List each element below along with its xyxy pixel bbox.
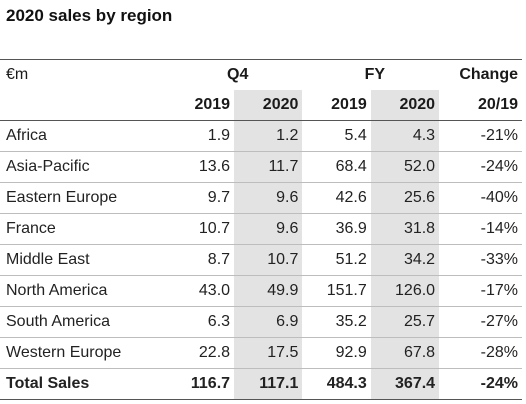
fy-2019-value: 51.2: [302, 244, 371, 276]
q4-2019-value: 9.7: [165, 182, 235, 214]
header-empty: [0, 90, 166, 121]
q4-2019-value: 1.9: [165, 120, 235, 152]
total-change: -24%: [439, 368, 522, 400]
region-name: France: [0, 213, 166, 245]
q4-2019-value: 6.3: [165, 306, 235, 338]
q4-2020-value: 1.2: [234, 120, 303, 152]
region-name: North America: [0, 275, 166, 307]
q4-2020-value: 6.9: [234, 306, 303, 338]
fy-2020-value: 34.2: [370, 244, 440, 276]
fy-2019-value: 5.4: [302, 120, 371, 152]
q4-group-label: Q4: [227, 66, 249, 83]
fy-2019-value: 42.6: [302, 182, 371, 214]
total-q4-2020: 117.1: [234, 368, 303, 400]
fy-2020-value: 25.7: [370, 306, 440, 338]
table-row: France 10.7 9.6 36.9 31.8 -14%: [0, 213, 522, 245]
header-fy-2020: 2020: [370, 90, 440, 121]
unit-label: €m: [6, 66, 29, 83]
table-row: Asia-Pacific 13.6 11.7 68.4 52.0 -24%: [0, 151, 522, 183]
change-value: -17%: [439, 275, 522, 307]
header-row-groups: €m Q4 FY Change: [0, 60, 522, 90]
total-q4-2019: 116.7: [165, 368, 235, 400]
region-name: Asia-Pacific: [0, 151, 166, 183]
table-row: South America 6.3 6.9 35.2 25.7 -27%: [0, 306, 522, 338]
header-change-period: 20/19: [439, 90, 522, 121]
q4-2019-value: 13.6: [165, 151, 235, 183]
fy-2019-value: 35.2: [302, 306, 371, 338]
total-row: Total Sales 116.7 117.1 484.3 367.4 -24%: [0, 368, 522, 400]
table-row: Eastern Europe 9.7 9.6 42.6 25.6 -40%: [0, 182, 522, 214]
change-value: -27%: [439, 306, 522, 338]
fy-group-label: FY: [364, 66, 386, 83]
q4-2020-value: 11.7: [234, 151, 303, 183]
region-name: Western Europe: [0, 337, 166, 369]
region-name: Eastern Europe: [0, 182, 166, 214]
fy-2020-value: 52.0: [370, 151, 440, 183]
change-group-label: Change: [459, 66, 518, 83]
total-fy-2019: 484.3: [302, 368, 371, 400]
region-name: Middle East: [0, 244, 166, 276]
sales-table: €m Q4 FY Change 2019 2020 2019 2020 20/1…: [0, 60, 522, 400]
q4-2020-value: 10.7: [234, 244, 303, 276]
header-row-years: 2019 2020 2019 2020 20/19: [0, 90, 522, 121]
change-value: -40%: [439, 182, 522, 214]
total-label: Total Sales: [0, 368, 166, 400]
total-fy-2020: 367.4: [370, 368, 440, 400]
fy-2019-value: 36.9: [302, 213, 371, 245]
change-value: -24%: [439, 151, 522, 183]
table-row: Middle East 8.7 10.7 51.2 34.2 -33%: [0, 244, 522, 276]
fy-2020-value: 25.6: [370, 182, 440, 214]
fy-2020-value: 31.8: [370, 213, 440, 245]
q4-2019-value: 22.8: [165, 337, 235, 369]
q4-2020-value: 9.6: [234, 213, 303, 245]
table-title: 2020 sales by region: [6, 6, 173, 25]
fy-2020-value: 67.8: [370, 337, 440, 369]
header-fy-2019: 2019: [302, 90, 371, 121]
change-value: -28%: [439, 337, 522, 369]
fy-2020-value: 4.3: [370, 120, 440, 152]
q4-2020-value: 49.9: [234, 275, 303, 307]
q4-2020-value: 9.6: [234, 182, 303, 214]
header-q4-2020: 2020: [234, 90, 303, 121]
table-row: Africa 1.9 1.2 5.4 4.3 -21%: [0, 120, 522, 152]
top-rule: [0, 59, 522, 60]
fy-2019-value: 151.7: [302, 275, 371, 307]
q4-2020-value: 17.5: [234, 337, 303, 369]
fy-2020-value: 126.0: [370, 275, 440, 307]
change-value: -14%: [439, 213, 522, 245]
table-row: Western Europe 22.8 17.5 92.9 67.8 -28%: [0, 337, 522, 369]
fy-2019-value: 92.9: [302, 337, 371, 369]
header-q4-2019: 2019: [165, 90, 235, 121]
region-name: Africa: [0, 120, 166, 152]
q4-2019-value: 8.7: [165, 244, 235, 276]
region-name: South America: [0, 306, 166, 338]
table-row: North America 43.0 49.9 151.7 126.0 -17%: [0, 275, 522, 307]
change-value: -21%: [439, 120, 522, 152]
change-value: -33%: [439, 244, 522, 276]
q4-2019-value: 43.0: [165, 275, 235, 307]
fy-2019-value: 68.4: [302, 151, 371, 183]
q4-2019-value: 10.7: [165, 213, 235, 245]
